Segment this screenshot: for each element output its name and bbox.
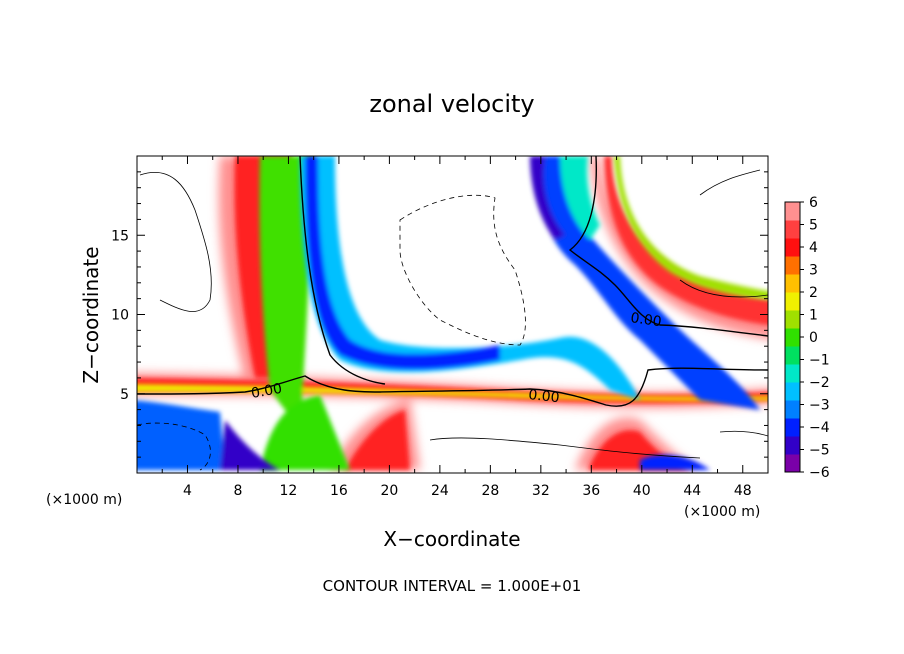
colorbar-label: −2 <box>809 375 830 391</box>
thin-contour-bottom <box>429 430 768 459</box>
colorbar-swatch <box>785 274 800 293</box>
x-tick-label: 8 <box>233 483 242 499</box>
colorbar-swatch <box>785 346 800 365</box>
colorbar-swatch <box>785 400 800 419</box>
x-tick-label: 12 <box>280 483 298 499</box>
colorbar: 6 5 4 3 2 1 0 −1 −2 −3 −4 −5 −6 <box>784 195 830 481</box>
y-tick-label: 10 <box>111 308 129 324</box>
colorbar-label: −4 <box>809 420 830 436</box>
y-axis-label: Z−coordinate <box>79 246 103 383</box>
dashed-contour-top <box>399 194 526 346</box>
x-tick-label: 20 <box>380 483 398 499</box>
colorbar-label: 1 <box>809 308 818 324</box>
thin-contour-left <box>139 172 212 312</box>
contour-label: 0.00 <box>250 381 283 402</box>
colorbar-label: 5 <box>809 218 818 234</box>
thin-contour-right <box>679 169 768 298</box>
zero-contour-main <box>137 367 768 407</box>
dashed-contour-bottom <box>137 422 211 471</box>
y-tick-label: 5 <box>120 387 129 403</box>
velocity-field <box>137 156 768 470</box>
colorbar-swatch <box>785 436 800 455</box>
x-tick-label: 32 <box>532 483 550 499</box>
colorbar-swatch <box>785 202 800 221</box>
colorbar-swatch <box>785 310 800 329</box>
x-tick-label: 28 <box>481 483 499 499</box>
contour-interval-note: CONTOUR INTERVAL = 1.000E+01 <box>323 577 582 595</box>
colorbar-swatch <box>785 382 800 401</box>
colorbar-label: 6 <box>809 195 818 211</box>
x-unit-right: (×1000 m) <box>684 504 760 520</box>
y-axis: 5 10 15 <box>111 171 768 458</box>
chart-title: zonal velocity <box>369 90 534 118</box>
colorbar-swatch <box>785 418 800 437</box>
colorbar-swatch <box>785 220 800 239</box>
contour-lines <box>137 156 768 471</box>
colorbar-swatch <box>785 364 800 383</box>
colorbar-swatch <box>785 454 800 473</box>
y-tick-label: 15 <box>111 228 129 244</box>
x-tick-label: 24 <box>431 483 449 499</box>
zero-contour-right <box>568 156 768 337</box>
x-tick-label: 40 <box>633 483 651 499</box>
colorbar-label: −5 <box>809 443 830 459</box>
x-tick-label: 16 <box>330 483 348 499</box>
colorbar-swatch <box>785 328 800 347</box>
colorbar-label: 3 <box>809 263 818 279</box>
x-tick-label: 48 <box>734 483 752 499</box>
x-tick-label: 44 <box>683 483 701 499</box>
contour-labels: 0.00 0.00 0.00 <box>250 310 663 406</box>
zero-contour-plume <box>299 156 386 385</box>
field-yellow-green <box>137 156 768 470</box>
colorbar-label: 0 <box>809 330 818 346</box>
contour-label: 0.00 <box>629 310 662 330</box>
colorbar-label: 2 <box>809 285 818 301</box>
colorbar-label: −3 <box>809 398 830 414</box>
colorbar-label: 4 <box>809 240 818 256</box>
colorbar-label: −1 <box>809 353 830 369</box>
colorbar-swatch <box>785 292 800 311</box>
colorbar-label: −6 <box>809 465 830 481</box>
x-unit-left: (×1000 m) <box>46 492 122 508</box>
x-tick-label: 4 <box>183 483 192 499</box>
x-axis-label: X−coordinate <box>383 527 520 551</box>
contour-label: 0.00 <box>528 387 561 406</box>
x-axis: 4 8 12 16 20 24 28 32 36 40 44 48 <box>161 156 752 499</box>
colorbar-swatch <box>785 238 800 257</box>
field-negative-core <box>137 156 760 470</box>
colorbar-swatch <box>785 256 800 275</box>
x-tick-label: 36 <box>582 483 600 499</box>
